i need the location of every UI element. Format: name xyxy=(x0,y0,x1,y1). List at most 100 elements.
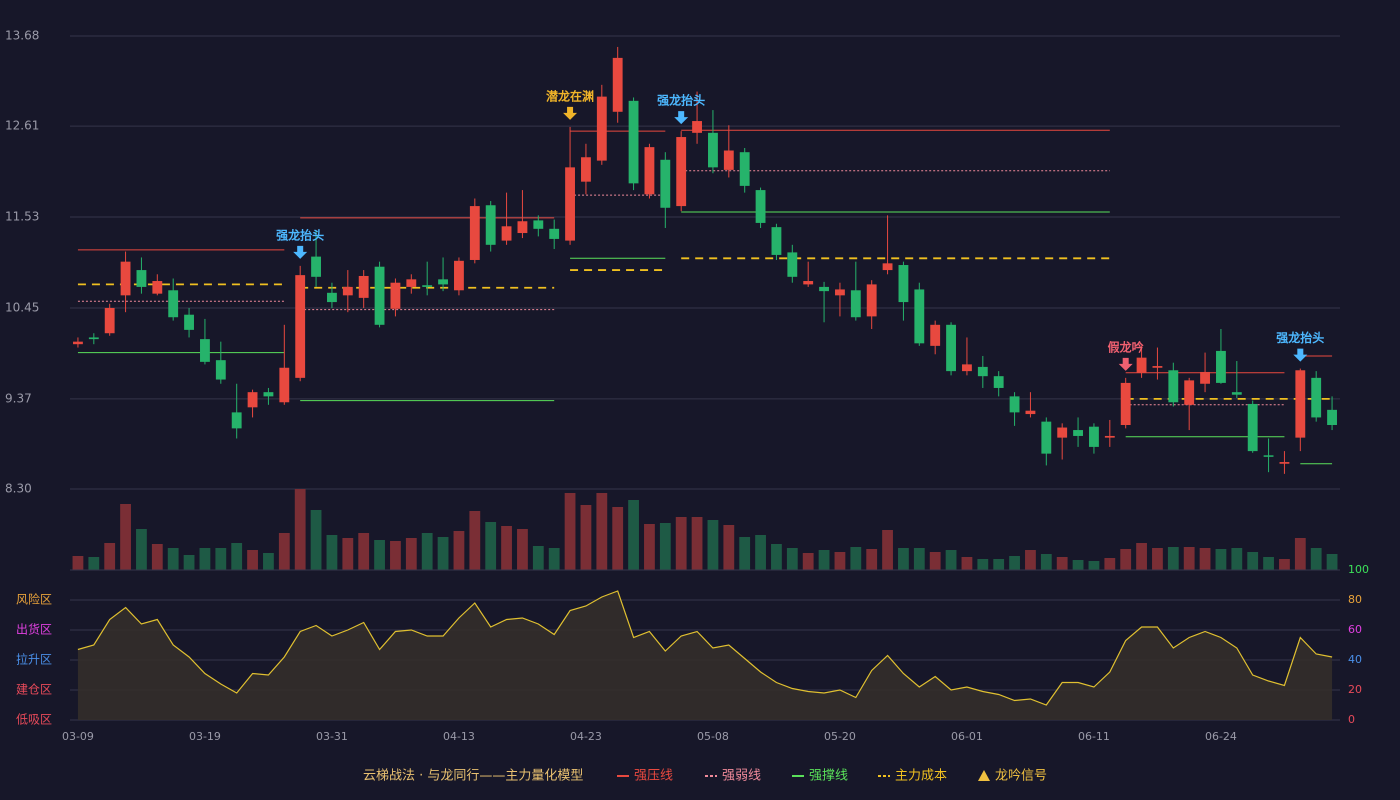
volume-bar xyxy=(374,540,385,570)
volume-bar xyxy=(1199,548,1211,570)
candle-body xyxy=(1311,377,1322,418)
zone-label: 低吸区 xyxy=(16,713,52,727)
volume-bar xyxy=(1231,548,1243,570)
y2-tick-label: 80 xyxy=(1348,593,1362,606)
volume-bar xyxy=(1294,538,1306,570)
y2-tick-label: 0 xyxy=(1348,713,1355,726)
volume-bar xyxy=(1152,548,1163,570)
y-tick-label: 8.30 xyxy=(5,482,32,496)
volume-bar xyxy=(1104,558,1116,570)
volume-bar xyxy=(342,538,354,570)
signal-label: 潜龙在渊 xyxy=(546,88,594,103)
candle-body xyxy=(311,256,321,277)
volume-bar xyxy=(548,548,560,570)
x-tick-label: 04-13 xyxy=(443,730,475,743)
candle-body xyxy=(977,366,988,377)
volume-bar xyxy=(1056,557,1068,570)
volume-bar xyxy=(120,504,131,570)
volume-bar xyxy=(1310,548,1322,570)
candle-body xyxy=(866,284,877,317)
indicator-line xyxy=(77,590,1333,706)
volume-bar xyxy=(929,552,941,570)
y2-tick-label: 40 xyxy=(1348,653,1362,666)
volume-bar xyxy=(199,548,211,570)
candle-body xyxy=(1216,350,1226,383)
candle-body xyxy=(200,339,210,362)
volume-bar xyxy=(405,538,417,570)
volume-bar xyxy=(1215,549,1227,570)
candle-body xyxy=(962,364,972,372)
candle-body xyxy=(1104,435,1115,438)
candle-body xyxy=(168,290,179,318)
volume-bar xyxy=(310,510,322,570)
candle-body xyxy=(517,221,528,234)
candle-body xyxy=(342,286,353,296)
x-tick-label: 03-31 xyxy=(316,730,348,743)
volume-bar xyxy=(913,548,925,570)
x-tick-label: 03-19 xyxy=(189,730,221,743)
volume-bar xyxy=(1025,550,1036,570)
candle-body xyxy=(549,228,560,239)
candle-body xyxy=(1263,455,1274,457)
candle-body xyxy=(1295,370,1306,438)
volume-bar xyxy=(675,517,687,570)
candle-body xyxy=(819,286,829,292)
candle-body xyxy=(1089,426,1099,447)
volume-bar xyxy=(1263,557,1274,570)
candle-body xyxy=(1279,462,1290,464)
legend-label: 强撑线 xyxy=(809,769,848,784)
candle-body xyxy=(930,324,941,346)
candle-body xyxy=(1200,371,1210,384)
candle-body xyxy=(454,260,464,291)
candle-body xyxy=(1041,421,1052,454)
volume-bar xyxy=(326,535,338,570)
signal-label: 强龙抬头 xyxy=(657,93,705,108)
volume-bar xyxy=(945,550,957,570)
candle-body xyxy=(1136,357,1147,373)
volume-bar xyxy=(421,533,433,570)
candle-body xyxy=(612,57,623,112)
candle-body xyxy=(692,121,702,133)
volume-bar xyxy=(358,533,370,570)
volume-bar xyxy=(691,517,703,570)
zone-label: 风险区 xyxy=(16,592,52,607)
y-tick-label: 12.61 xyxy=(5,119,39,133)
volume-bar xyxy=(294,489,306,570)
volume-bar xyxy=(453,531,465,570)
volume-bar xyxy=(485,522,497,570)
volume-bar xyxy=(993,559,1005,570)
volume-bar xyxy=(183,555,195,570)
candle-body xyxy=(644,147,655,195)
volume-bar xyxy=(167,548,179,570)
candle-body xyxy=(390,282,401,309)
candle-body xyxy=(469,206,480,260)
x-tick-label: 04-23 xyxy=(570,730,602,743)
legend-label: 龙吟信号 xyxy=(995,768,1047,784)
volume-bar xyxy=(247,550,258,570)
y-tick-label: 11.53 xyxy=(5,210,39,224)
candle-body xyxy=(1231,392,1242,395)
candle-body xyxy=(1073,430,1083,436)
volume-bar xyxy=(72,556,84,570)
volume-bar xyxy=(1247,552,1259,570)
x-tick-label: 06-24 xyxy=(1205,730,1237,743)
signal-label: 强龙抬头 xyxy=(1276,330,1324,345)
x-tick-label: 06-11 xyxy=(1078,730,1110,743)
volume-bar xyxy=(802,553,814,570)
candle-body xyxy=(247,392,258,408)
candle-body xyxy=(422,285,433,287)
candle-body xyxy=(771,227,782,255)
volume-bar xyxy=(263,553,274,570)
candle-body xyxy=(1247,403,1258,452)
y-tick-label: 10.45 xyxy=(5,300,39,314)
volume-bar xyxy=(1072,560,1084,570)
volume-bar xyxy=(961,557,973,570)
volume-bar xyxy=(1120,549,1132,570)
candle-body xyxy=(88,337,99,340)
signal-arrow xyxy=(1118,357,1133,371)
volume-bar xyxy=(723,525,735,570)
volume-bar xyxy=(532,546,544,570)
volume-bar xyxy=(644,524,655,570)
volume-bar xyxy=(707,520,719,570)
